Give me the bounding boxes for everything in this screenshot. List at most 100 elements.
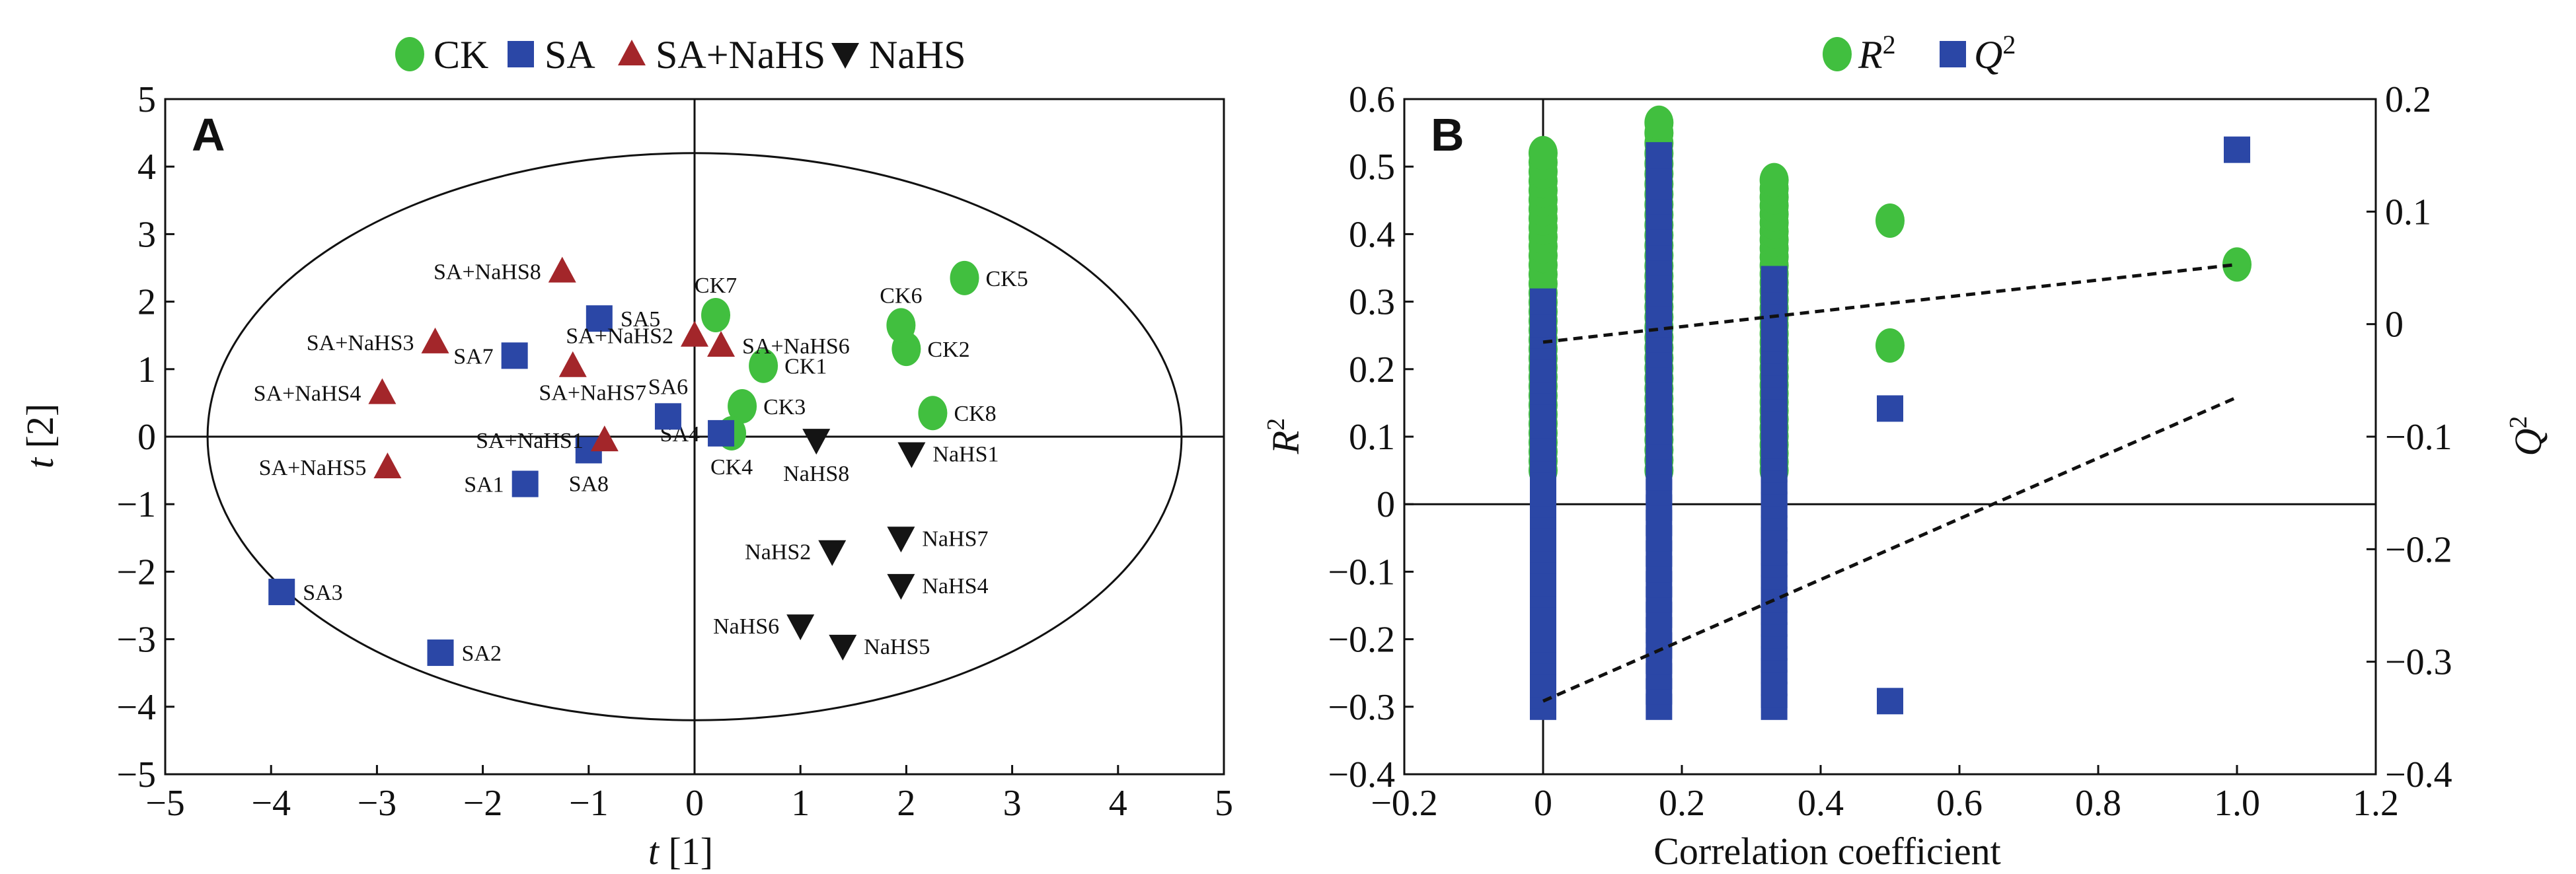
point-nahs4 (887, 573, 915, 600)
y-tick-label-a: 1 (137, 349, 156, 390)
x-tick-label-a: 1 (791, 783, 810, 824)
x-tick-label-b: 0 (1534, 783, 1552, 824)
point-label-ck2: CK2 (927, 338, 969, 362)
y-axis-title-a: t [2] (19, 404, 61, 468)
point-label-sa-nahs5: SA+NaHS5 (259, 456, 367, 480)
legend-marker-q2 (1940, 41, 1966, 67)
point-sa-nahs3 (421, 327, 449, 353)
legend-marker-nahs (831, 43, 859, 69)
y-left-tick-label-b: −0.4 (1328, 754, 1395, 795)
q2-point-1 (1877, 688, 1903, 715)
point-sa3 (268, 579, 295, 606)
y-left-tick-label-b: 0 (1377, 484, 1395, 525)
point-sa4 (708, 419, 735, 447)
point-sa7 (501, 342, 528, 369)
x-axis-title-a: t [1] (648, 830, 713, 873)
x-tick-label-b: 0.2 (1659, 783, 1705, 824)
point-ck8 (918, 396, 948, 431)
r2-point-col1 (1644, 105, 1674, 140)
x-tick-label-a: 0 (685, 783, 704, 824)
point-label-sa-nahs8: SA+NaHS8 (434, 260, 541, 285)
y-axis-title-left-b: R2 (1262, 418, 1307, 455)
point-sa1 (511, 470, 539, 497)
panel-letter-b: B (1431, 109, 1464, 161)
x-tick-label-b: −0.2 (1371, 783, 1438, 824)
x-tick-label-b: 0.4 (1798, 783, 1844, 824)
y-right-tick-label-b: −0.2 (2385, 529, 2452, 570)
x-tick-label-a: 3 (1003, 783, 1022, 824)
point-label-sa-nahs2: SA+NaHS2 (566, 324, 673, 349)
x-tick-label-a: −2 (463, 783, 503, 824)
y-left-tick-label-b: 0.5 (1349, 147, 1395, 188)
panel-b-permutation-plot: −0.2 0 0.2 0.4 0.6 0.8 1.0 1.2 −0.4 −0.3 −0.2 −0.1 0… (1262, 79, 2550, 873)
x-tick-label-a: −3 (358, 783, 397, 824)
y-left-tick-label-b: 0.2 (1349, 349, 1395, 390)
data-marks-b (1529, 105, 2252, 720)
x-tick-label-b: 0.6 (1936, 783, 1983, 824)
point-label-nahs2: NaHS2 (745, 540, 811, 565)
point-label-sa6: SA6 (648, 375, 688, 399)
point-label-sa-nahs7: SA+NaHS7 (539, 381, 646, 406)
point-nahs6 (786, 614, 815, 641)
x-tick-label-a: 5 (1215, 783, 1233, 824)
point-label-nahs7: NaHS7 (922, 527, 988, 551)
y-tick-label-a: 5 (137, 79, 156, 120)
point-label-nahs6: NaHS6 (713, 614, 779, 639)
x-tick-label-a: −1 (569, 783, 609, 824)
q2-point-col1 (1646, 142, 1673, 169)
legend-label-nahs: NaHS (869, 33, 966, 77)
y-right-tick-label-b: −0.3 (2385, 642, 2452, 683)
y-tick-label-a: 2 (137, 282, 156, 323)
x-tick-label-b: 0.8 (2075, 783, 2121, 824)
point-label-sa-nahs4: SA+NaHS4 (254, 382, 361, 406)
point-sa6 (654, 403, 681, 430)
point-label-ck3: CK3 (763, 395, 806, 419)
point-label-sa2: SA2 (462, 641, 502, 666)
point-label-ck5: CK5 (986, 267, 1028, 291)
x-tick-label-a: −5 (145, 783, 185, 824)
r2-point-col0 (1529, 135, 1558, 170)
point-ck3 (728, 389, 757, 424)
point-sa2 (427, 639, 454, 667)
y-tick-label-a: −5 (116, 754, 156, 795)
q2-regression-line (1542, 396, 2238, 703)
point-sa-nahs7 (558, 351, 587, 377)
point-label-sa7: SA7 (453, 344, 493, 369)
axis-ticks-a: −5 −4 −3 −2 −1 0 1 2 3 4 5 −5 −4 −3 −2 −1 0 1 2 3 4 5 (116, 79, 1233, 824)
x-tick-label-b: 1.0 (2214, 783, 2260, 824)
legend-label-q2: Q2 (1974, 30, 2016, 77)
y-axis-title-right-b: Q2 (2505, 416, 2550, 456)
point-sa5 (586, 305, 613, 332)
axis-ticks-b: −0.2 0 0.2 0.4 0.6 0.8 1.0 1.2 −0.4 −0.3 −0.2 −0.1 0… (1328, 79, 2452, 824)
legend-label-sa-nahs: SA+NaHS (656, 33, 825, 77)
legend-label-ck: CK (434, 33, 488, 77)
y-left-tick-label-b: 0.1 (1349, 417, 1395, 458)
point-nahs7 (887, 527, 915, 553)
point-ck7 (701, 298, 731, 333)
legend-marker-sa (508, 41, 534, 67)
y-tick-label-a: −1 (116, 484, 156, 525)
point-label-sa-nahs1: SA+NaHS1 (476, 429, 584, 453)
point-label-sa1: SA1 (464, 473, 504, 497)
point-label-ck1: CK1 (784, 355, 827, 379)
y-left-tick-label-b: −0.1 (1328, 552, 1395, 593)
point-label-nahs5: NaHS5 (864, 635, 930, 659)
q2-point-2 (2224, 136, 2250, 163)
x-tick-label-b: 1.2 (2353, 783, 2399, 824)
y-tick-label-a: 4 (137, 147, 156, 188)
point-label-nahs8: NaHS8 (783, 462, 849, 486)
y-right-tick-label-b: 0.1 (2385, 192, 2431, 233)
point-sa-nahs6 (707, 331, 736, 357)
x-axis-title-b: Correlation coefficient (1653, 830, 2001, 873)
point-ck1 (749, 348, 778, 383)
point-label-nahs4: NaHS4 (922, 574, 988, 599)
point-label-sa8: SA8 (569, 472, 609, 496)
legend-label-r2: R2 (1858, 30, 1896, 77)
q2-point-col2 (1761, 266, 1788, 293)
r2-point-col2 (1759, 163, 1789, 198)
point-label-ck6: CK6 (880, 283, 922, 308)
y-right-tick-label-b: 0.2 (2385, 79, 2431, 120)
x-tick-label-a: −4 (251, 783, 291, 824)
y-tick-label-a: 3 (137, 214, 156, 255)
